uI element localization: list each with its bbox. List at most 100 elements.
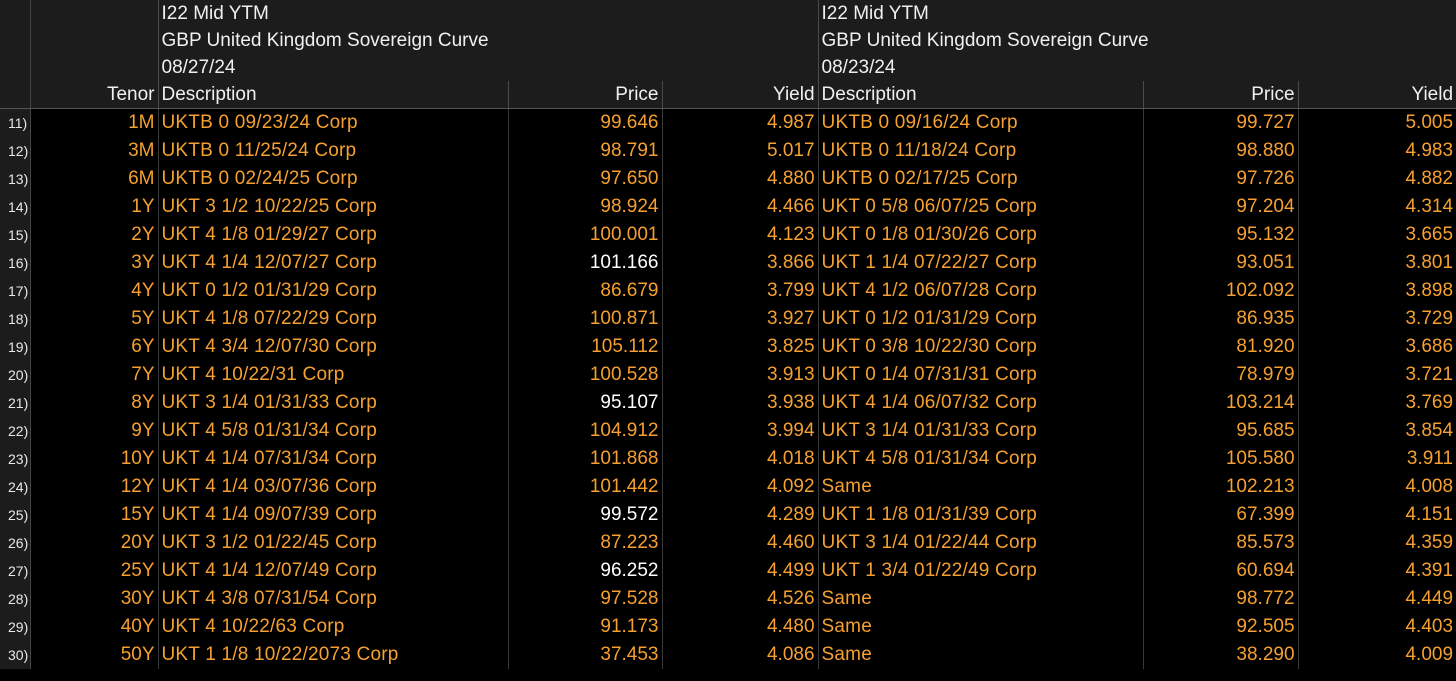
table-row[interactable]: 16) 3Y UKT 4 1/4 12/07/27 Corp 101.166 3.866… [0,249,1456,277]
tenor-cell[interactable]: 7Y [131,364,155,385]
tenor-cell[interactable]: 30Y [120,588,155,609]
right-price-cell[interactable]: 102.213 [1142,473,1299,501]
row-number[interactable]: 30) [0,641,31,669]
row-number[interactable]: 26) [0,529,31,557]
table-row[interactable]: 17) 4Y UKT 0 1/2 01/31/29 Corp 86.679 3.799 U… [0,277,1456,305]
left-yield-cell[interactable]: 4.123 [661,221,819,249]
table-row[interactable]: 26) 20Y UKT 3 1/2 01/22/45 Corp 87.223 4.460… [0,529,1456,557]
left-description-cell[interactable]: UKTB 0 11/25/24 Corp [157,137,508,165]
column-header-description-left[interactable]: Description [157,81,508,109]
left-price-cell[interactable]: 96.252 [507,557,662,585]
right-yield-cell[interactable]: 4.882 [1297,165,1456,193]
left-yield-cell[interactable]: 4.466 [661,193,819,221]
table-row[interactable]: 28) 30Y UKT 4 3/8 07/31/54 Corp 97.528 4.526… [0,585,1456,613]
right-description-cell[interactable]: UKT 0 5/8 06/07/25 Corp [817,193,1144,221]
row-number[interactable]: 25) [0,501,31,529]
right-description-cell[interactable]: UKT 1 1/8 01/31/39 Corp [817,501,1144,529]
table-row[interactable]: 20) 7Y UKT 4 10/22/31 Corp 100.528 3.913 UKT … [0,361,1456,389]
right-price-cell[interactable]: 92.505 [1142,613,1299,641]
row-number[interactable]: 20) [0,361,31,389]
right-price-cell[interactable]: 95.132 [1142,221,1299,249]
left-yield-cell[interactable]: 5.017 [661,137,819,165]
right-price-cell[interactable]: 38.290 [1142,641,1299,669]
left-price-cell[interactable]: 97.528 [507,585,662,613]
left-description-cell[interactable]: UKT 4 10/22/63 Corp [157,613,508,641]
left-description-cell[interactable]: UKT 3 1/2 01/22/45 Corp [157,529,508,557]
left-yield-cell[interactable]: 3.799 [661,277,819,305]
left-yield-cell[interactable]: 3.938 [661,389,819,417]
column-header-price-right[interactable]: Price [1142,81,1299,109]
right-yield-cell[interactable]: 5.005 [1297,108,1456,137]
right-description-cell[interactable]: Same [817,613,1144,641]
right-yield-cell[interactable]: 3.854 [1297,417,1456,445]
left-price-cell[interactable]: 100.528 [507,361,662,389]
right-description-cell[interactable]: UKT 0 3/8 10/22/30 Corp [817,333,1144,361]
tenor-cell[interactable]: 40Y [120,616,155,637]
left-price-cell[interactable]: 98.791 [507,137,662,165]
right-description-cell[interactable]: UKT 3 1/4 01/22/44 Corp [817,529,1144,557]
tenor-cell[interactable]: 50Y [120,644,155,665]
tenor-cell[interactable]: 3Y [131,252,155,273]
left-price-cell[interactable]: 101.166 [507,249,662,277]
tenor-cell[interactable]: 6Y [131,336,155,357]
table-row[interactable]: 29) 40Y UKT 4 10/22/63 Corp 91.173 4.480 Same… [0,613,1456,641]
right-yield-cell[interactable]: 4.151 [1297,501,1456,529]
right-description-cell[interactable]: UKT 3 1/4 01/31/33 Corp [817,417,1144,445]
row-number[interactable]: 11) [0,108,31,137]
tenor-cell[interactable]: 25Y [120,560,155,581]
left-price-cell[interactable]: 99.572 [507,501,662,529]
right-description-cell[interactable]: UKTB 0 02/17/25 Corp [817,165,1144,193]
table-row[interactable]: 27) 25Y UKT 4 1/4 12/07/49 Corp 96.252 4.499… [0,557,1456,585]
table-row[interactable]: 12) 3M UKTB 0 11/25/24 Corp 98.791 5.017 UKTB… [0,137,1456,165]
right-price-cell[interactable]: 98.880 [1142,137,1299,165]
right-price-cell[interactable]: 99.727 [1142,108,1299,137]
left-description-cell[interactable]: UKTB 0 02/24/25 Corp [157,165,508,193]
left-price-cell[interactable]: 100.001 [507,221,662,249]
table-row[interactable]: 23) 10Y UKT 4 1/4 07/31/34 Corp 101.868 4.01… [0,445,1456,473]
table-row[interactable]: 15) 2Y UKT 4 1/8 01/29/27 Corp 100.001 4.123… [0,221,1456,249]
left-description-cell[interactable]: UKT 4 1/4 12/07/49 Corp [157,557,508,585]
row-number[interactable]: 28) [0,585,31,613]
row-number[interactable]: 14) [0,193,31,221]
left-description-cell[interactable]: UKT 1 1/8 10/22/2073 Corp [157,641,508,669]
right-price-cell[interactable]: 86.935 [1142,305,1299,333]
right-price-cell[interactable]: 93.051 [1142,249,1299,277]
left-price-cell[interactable]: 86.679 [507,277,662,305]
right-description-cell[interactable]: UKT 0 1/8 01/30/26 Corp [817,221,1144,249]
left-price-cell[interactable]: 101.868 [507,445,662,473]
right-yield-cell[interactable]: 4.449 [1297,585,1456,613]
left-yield-cell[interactable]: 3.825 [661,333,819,361]
right-price-cell[interactable]: 67.399 [1142,501,1299,529]
right-yield-cell[interactable]: 3.769 [1297,389,1456,417]
tenor-cell[interactable]: 4Y [131,280,155,301]
left-yield-cell[interactable]: 4.289 [661,501,819,529]
right-price-cell[interactable]: 105.580 [1142,445,1299,473]
right-description-cell[interactable]: UKT 1 1/4 07/22/27 Corp [817,249,1144,277]
right-description-cell[interactable]: Same [817,641,1144,669]
row-number[interactable]: 24) [0,473,31,501]
left-yield-cell[interactable]: 4.499 [661,557,819,585]
right-description-cell[interactable]: UKT 4 1/2 06/07/28 Corp [817,277,1144,305]
right-price-cell[interactable]: 97.204 [1142,193,1299,221]
left-yield-cell[interactable]: 4.092 [661,473,819,501]
right-description-cell[interactable]: Same [817,585,1144,613]
left-yield-cell[interactable]: 4.987 [661,108,819,137]
right-yield-cell[interactable]: 4.009 [1297,641,1456,669]
tenor-cell[interactable]: 3M [128,140,155,161]
left-price-cell[interactable]: 98.924 [507,193,662,221]
table-row[interactable]: 30) 50Y UKT 1 1/8 10/22/2073 Corp 37.453 4.0… [0,641,1456,669]
column-header-description-right[interactable]: Description [817,81,1144,109]
tenor-cell[interactable]: 5Y [131,308,155,329]
right-curve-date[interactable]: 08/23/24 [817,54,1456,81]
right-yield-cell[interactable]: 3.665 [1297,221,1456,249]
right-price-cell[interactable]: 98.772 [1142,585,1299,613]
tenor-cell[interactable]: 1M [128,112,155,133]
right-yield-cell[interactable]: 4.391 [1297,557,1456,585]
right-price-cell[interactable]: 60.694 [1142,557,1299,585]
column-header-tenor[interactable]: Tenor [30,81,158,109]
left-yield-cell[interactable]: 4.086 [661,641,819,669]
right-price-cell[interactable]: 103.214 [1142,389,1299,417]
right-description-cell[interactable]: UKT 0 1/4 07/31/31 Corp [817,361,1144,389]
left-description-cell[interactable]: UKTB 0 09/23/24 Corp [157,108,508,137]
left-yield-cell[interactable]: 4.526 [661,585,819,613]
